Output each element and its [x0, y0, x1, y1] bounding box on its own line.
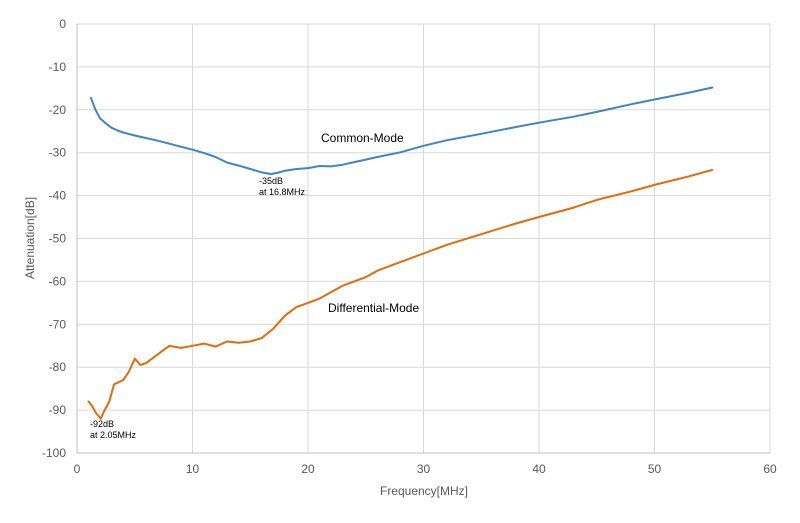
y-tick-label: -100	[42, 446, 66, 460]
x-tick-label: 50	[648, 462, 662, 476]
differential-mode-line	[87, 168, 714, 420]
x-tick-label: 30	[417, 462, 431, 476]
dm-min-frequency-annotation: at 2.05MHz	[90, 430, 137, 440]
y-tick-label: -40	[49, 189, 67, 203]
common-mode-line	[89, 86, 714, 176]
y-tick-label: -30	[49, 146, 67, 160]
y-tick-label: 0	[59, 17, 66, 31]
x-tick-label: 0	[74, 462, 81, 476]
x-axis-title: Frequency[MHz]	[380, 484, 468, 498]
dm-min-value-annotation: -92dB	[90, 419, 114, 429]
y-tick-label: -80	[49, 360, 67, 374]
y-tick-label: -70	[49, 317, 67, 331]
y-tick-label: -10	[49, 60, 67, 74]
x-tick-label: 20	[301, 462, 315, 476]
grid	[77, 23, 771, 453]
y-axis-title: Attenuation[dB]	[23, 197, 37, 279]
x-tick-label: 40	[532, 462, 546, 476]
differential-mode-label: Differential-Mode	[328, 301, 419, 315]
x-axis-ticks: 0 10 20 30 40 50 60	[74, 462, 777, 476]
y-tick-label: -90	[49, 403, 67, 417]
x-tick-label: 10	[186, 462, 200, 476]
cm-min-value-annotation: -35dB	[259, 176, 283, 186]
y-axis-ticks: 0 -10 -20 -30 -40 -50 -60 -70 -80 -90 -1…	[42, 17, 66, 460]
x-tick-label: 60	[763, 462, 777, 476]
common-mode-label: Common-Mode	[321, 131, 404, 145]
y-tick-label: -20	[49, 103, 67, 117]
y-tick-label: -60	[49, 274, 67, 288]
y-tick-label: -50	[49, 232, 67, 246]
axes	[76, 24, 770, 454]
cm-min-frequency-annotation: at 16.8MHz	[259, 187, 306, 197]
